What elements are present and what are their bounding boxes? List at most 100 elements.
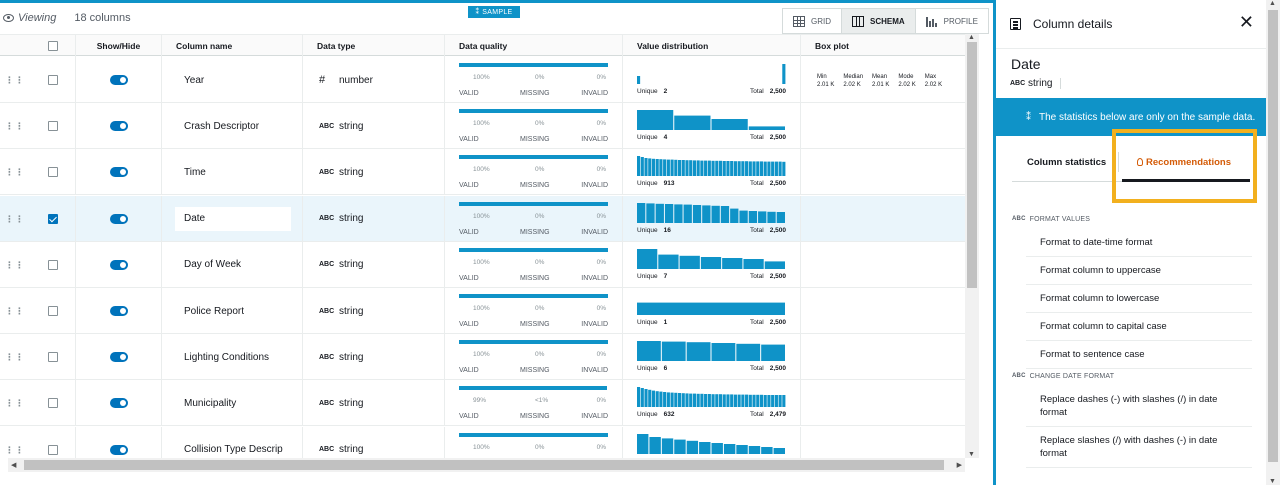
row-checkbox[interactable] bbox=[47, 306, 58, 316]
data-type-cell[interactable]: ABC string bbox=[303, 288, 445, 334]
row-drag-handle[interactable]: ⋮⋮ bbox=[0, 334, 30, 380]
table-row[interactable]: ⋮⋮ Time ABC string 100% 0% 0% VALID MISSI… bbox=[0, 149, 965, 196]
row-drag-handle[interactable]: ⋮⋮ bbox=[0, 196, 30, 242]
data-type-cell[interactable]: ABC string bbox=[303, 380, 445, 427]
row-drag-handle[interactable]: ⋮⋮ bbox=[0, 380, 30, 426]
missing-percent: 0% bbox=[535, 74, 545, 81]
recommendation-item[interactable]: Format column to uppercase bbox=[1026, 257, 1252, 285]
select-all-checkbox[interactable] bbox=[47, 41, 58, 51]
grid-horizontal-scrollbar[interactable]: ◀ ▶ bbox=[8, 458, 965, 472]
column-name-input[interactable]: Municipality bbox=[176, 392, 290, 415]
header-show-hide[interactable]: Show/Hide bbox=[76, 35, 162, 57]
show-hide-toggle[interactable] bbox=[109, 167, 128, 178]
column-name-input[interactable]: Time bbox=[176, 161, 290, 184]
recommendation-item[interactable]: Format to date-time format bbox=[1026, 229, 1252, 257]
data-type-cell[interactable]: ABC string bbox=[303, 426, 445, 458]
show-hide-toggle[interactable] bbox=[109, 398, 128, 409]
row-checkbox[interactable] bbox=[47, 398, 58, 409]
horizontal-scroll-thumb[interactable] bbox=[24, 460, 944, 470]
data-type-cell[interactable]: ABC string bbox=[303, 195, 445, 242]
panel-scrollbar[interactable]: ▲ ▼ bbox=[1266, 0, 1280, 485]
table-row[interactable]: ⋮⋮ Police Report ABC string 100% 0% 0% VA… bbox=[0, 288, 965, 334]
recommendation-item[interactable]: Format column to lowercase bbox=[1026, 285, 1252, 313]
show-hide-toggle[interactable] bbox=[109, 121, 128, 132]
histogram-bar bbox=[748, 126, 785, 131]
header-box-plot[interactable]: Box plot bbox=[815, 41, 849, 51]
table-row[interactable]: ⋮⋮ Crash Descriptor ABC string 100% 0% 0%… bbox=[0, 103, 965, 150]
histogram-bar bbox=[737, 394, 741, 408]
show-hide-toggle[interactable] bbox=[109, 444, 128, 455]
row-checkbox[interactable] bbox=[47, 352, 58, 363]
header-data-type[interactable]: Data type bbox=[303, 35, 445, 57]
row-drag-handle[interactable]: ⋮⋮ bbox=[0, 149, 30, 195]
row-checkbox[interactable] bbox=[47, 121, 58, 132]
data-type-cell[interactable]: ABC string bbox=[303, 149, 445, 196]
column-name-input[interactable]: Date bbox=[176, 207, 290, 230]
row-checkbox[interactable] bbox=[47, 75, 58, 85]
histogram-bar bbox=[748, 445, 761, 454]
panel-scroll-thumb[interactable] bbox=[1268, 10, 1278, 462]
row-drag-handle[interactable]: ⋮⋮ bbox=[0, 103, 30, 149]
tab-column-statistics[interactable]: Column statistics bbox=[1027, 156, 1107, 168]
row-checkbox[interactable] bbox=[47, 444, 58, 455]
value-distribution-cell: Unique 4 Total 2,500 bbox=[623, 103, 801, 150]
show-hide-toggle[interactable] bbox=[109, 75, 128, 85]
column-name-input[interactable]: Lighting Conditions bbox=[176, 346, 290, 369]
histogram-bar bbox=[637, 387, 641, 408]
recommendation-item[interactable]: Replace slashes (/) with dashes (-) in d… bbox=[1026, 427, 1252, 468]
row-drag-handle[interactable]: ⋮⋮ bbox=[0, 242, 30, 288]
data-type-cell[interactable]: ABC string bbox=[303, 103, 445, 150]
table-row[interactable]: ⋮⋮ Collision Type Descrip ABC string 100%… bbox=[0, 426, 965, 458]
histogram-bar bbox=[767, 161, 771, 177]
row-drag-handle[interactable]: ⋮⋮ bbox=[0, 288, 30, 334]
panel-scroll-up-arrow-icon[interactable]: ▲ bbox=[1269, 0, 1276, 7]
show-hide-toggle[interactable] bbox=[109, 306, 128, 316]
table-row[interactable]: ⋮⋮ Year # number 100% 0% 0% VALID MISSING… bbox=[0, 57, 965, 103]
data-type-cell[interactable]: # number bbox=[303, 57, 445, 103]
scroll-right-arrow-icon[interactable]: ▶ bbox=[956, 462, 962, 469]
column-name-input[interactable]: Day of Week bbox=[176, 253, 290, 276]
header-column-name[interactable]: Column name bbox=[162, 35, 303, 57]
histogram-bar bbox=[661, 437, 674, 454]
header-data-quality[interactable]: Data quality bbox=[445, 35, 623, 57]
show-hide-toggle[interactable] bbox=[109, 213, 128, 224]
scroll-thumb[interactable] bbox=[967, 42, 977, 288]
grid-view-button[interactable]: GRID bbox=[782, 8, 842, 34]
scroll-left-arrow-icon[interactable]: ◀ bbox=[11, 462, 17, 469]
recommendation-item[interactable]: Format to sentence case bbox=[1026, 341, 1252, 369]
row-checkbox[interactable] bbox=[47, 167, 58, 178]
column-name-input[interactable]: Year bbox=[176, 69, 290, 91]
table-row[interactable]: ⋮⋮ Date ABC string 100% 0% 0% VALID MISSI… bbox=[0, 195, 965, 242]
histogram-bar bbox=[659, 159, 663, 177]
row-checkbox[interactable] bbox=[47, 213, 58, 224]
row-drag-handle[interactable]: ⋮⋮ bbox=[0, 57, 30, 103]
string-type-icon: ABC bbox=[319, 446, 335, 454]
histogram-bar bbox=[761, 344, 785, 362]
profile-view-button[interactable]: PROFILE bbox=[914, 8, 989, 34]
table-row[interactable]: ⋮⋮ Municipality ABC string 99% <1% 0% VAL… bbox=[0, 380, 965, 427]
header-value-distribution[interactable]: Value distribution bbox=[623, 35, 801, 57]
column-name-input[interactable]: Collision Type Descrip bbox=[176, 438, 290, 458]
grid-vertical-scrollbar[interactable]: ▲ ▼ bbox=[965, 34, 979, 458]
panel-scroll-down-arrow-icon[interactable]: ▼ bbox=[1269, 478, 1276, 485]
row-drag-handle[interactable]: ⋮⋮ bbox=[0, 427, 30, 458]
table-row[interactable]: ⋮⋮ Day of Week ABC string 100% 0% 0% VALI… bbox=[0, 241, 965, 288]
table-row[interactable]: ⋮⋮ Lighting Conditions ABC string 100% 0%… bbox=[0, 334, 965, 381]
close-icon[interactable]: ✕ bbox=[1238, 12, 1254, 32]
column-name-input[interactable]: Crash Descriptor bbox=[176, 115, 290, 138]
column-name-input[interactable]: Police Report bbox=[176, 300, 290, 322]
show-hide-toggle[interactable] bbox=[109, 352, 128, 363]
histogram-bar bbox=[681, 160, 685, 177]
show-hide-toggle[interactable] bbox=[109, 259, 128, 270]
tab-recommendations[interactable]: Recommendations bbox=[1123, 142, 1245, 182]
row-checkbox[interactable] bbox=[47, 259, 58, 270]
data-type-cell[interactable]: ABC string bbox=[303, 334, 445, 381]
scroll-down-arrow-icon[interactable]: ▼ bbox=[968, 451, 975, 458]
data-type-cell[interactable]: ABC string bbox=[303, 241, 445, 288]
show-hide-cell bbox=[76, 57, 162, 103]
histogram-bar bbox=[651, 390, 656, 408]
schema-view-button[interactable]: SCHEMA bbox=[841, 8, 916, 34]
scroll-up-arrow-icon[interactable]: ▲ bbox=[968, 34, 975, 41]
recommendation-item[interactable]: Replace dashes (-) with slashes (/) in d… bbox=[1026, 386, 1252, 427]
recommendation-item[interactable]: Format column to capital case bbox=[1026, 313, 1252, 341]
